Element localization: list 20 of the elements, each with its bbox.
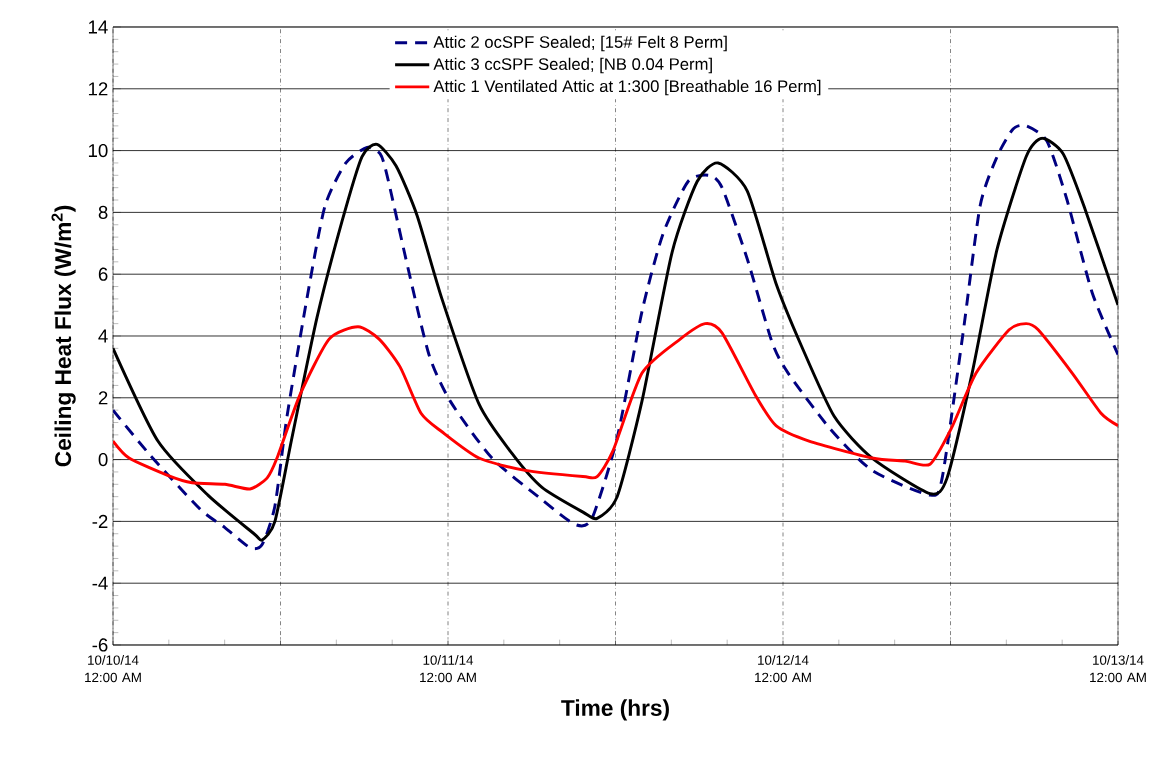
y-tick-label: -2: [92, 514, 108, 528]
x-tick-label: 10/12/14 12:00 AM: [755, 655, 811, 683]
y-tick-label: 2: [98, 391, 108, 405]
x-tick-label: 10/11/14 12:00 AM: [420, 655, 476, 683]
x-axis-title: Time (hrs): [561, 699, 669, 721]
x-tick-label: 10/10/14 12:00 AM: [85, 655, 141, 683]
y-tick-label: 10: [88, 143, 108, 158]
y-tick-label: 14: [88, 20, 108, 34]
y-tick-label: 0: [98, 452, 108, 467]
legend-label: Attic 1 Ventilated Attic at 1:300 [Breathable 16 Perm]: [433, 79, 821, 96]
y-tick-label: 4: [98, 329, 108, 343]
y-tick-label: 6: [98, 267, 108, 281]
y-tick-label: -4: [92, 576, 108, 590]
y-tick-label: 12: [88, 82, 108, 96]
y-tick-label: -6: [92, 638, 108, 652]
y-tick-label: 8: [98, 205, 108, 219]
legend-label: Attic 3 ccSPF Sealed; [NB 0.04 Perm]: [433, 57, 712, 74]
legend-label: Attic 2 ocSPF Sealed; [15# Felt 8 Perm]: [433, 35, 727, 52]
y-axis-title: Ceiling Heat Flux (W/m$^{2}$): [51, 205, 76, 467]
x-tick-label: 10/13/14 12:00 AM: [1090, 655, 1146, 683]
